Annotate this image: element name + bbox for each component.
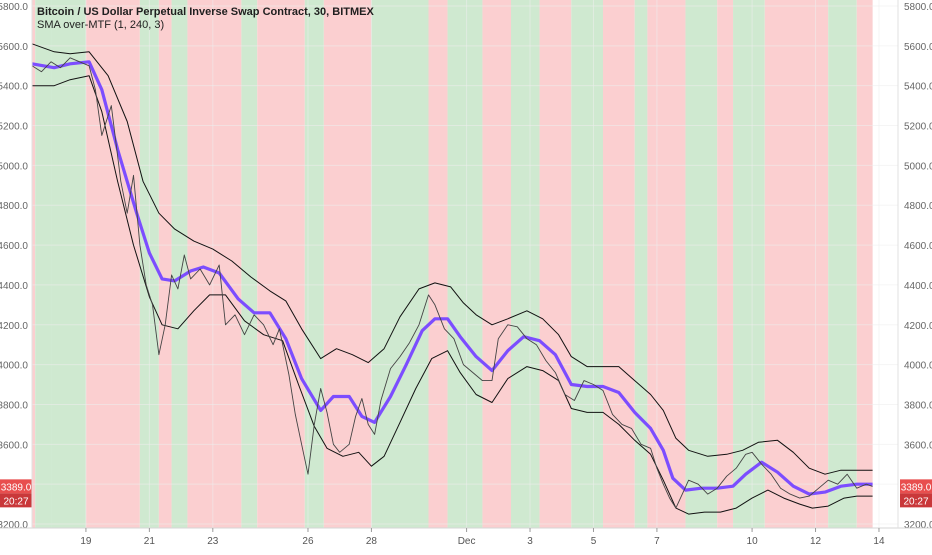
regime-band-8 (241, 0, 258, 528)
y-tick-label-right-3: 5200.0 (904, 122, 932, 133)
price-label-bg-right (900, 479, 932, 494)
time-label-bg-left (0, 493, 32, 508)
x-tick-label-3: 26 (302, 536, 314, 547)
regime-band-11 (323, 0, 372, 528)
y-tick-label-right-13: 3200.0 (904, 520, 932, 531)
y-tick-label-left-5: 4800.0 (0, 201, 28, 212)
y-tick-label-left-4: 5000.0 (0, 161, 28, 172)
x-tick-label-10: 12 (810, 536, 822, 547)
series-line-upper (31, 43, 873, 475)
chart-title: Bitcoin / US Dollar Perpetual Inverse Sw… (37, 6, 374, 18)
y-tick-label-left-7: 4400.0 (0, 281, 28, 292)
regime-band-20 (634, 0, 648, 528)
x-tick-label-6: 3 (527, 536, 533, 547)
regime-band-16 (510, 0, 540, 528)
series-line-price (31, 57, 873, 509)
time-label-bg-right (900, 493, 932, 508)
x-tick-label-2: 23 (207, 536, 219, 547)
y-tick-label-right-5: 4800.0 (904, 201, 932, 212)
y-tick-label-right-8: 4200.0 (904, 321, 932, 332)
series-line-sma (31, 60, 873, 496)
y-tick-label-right-0: 5800.0 (904, 2, 932, 13)
y-tick-label-right-9: 4000.0 (904, 361, 932, 372)
time-label-right: 20:27 (903, 496, 928, 507)
x-axis-bg (0, 529, 932, 550)
y-tick-label-left-6: 4600.0 (0, 241, 28, 252)
y-tick-label-left-3: 5200.0 (0, 122, 28, 133)
regime-band-17 (539, 0, 572, 528)
regime-band-13 (428, 0, 448, 528)
price-label-bg-left (0, 479, 32, 494)
y-tick-label-left-8: 4200.0 (0, 321, 28, 332)
regime-band-7 (187, 0, 242, 528)
x-tick-label-11: 14 (873, 536, 885, 547)
regime-band-26 (828, 0, 857, 528)
regime-band-12 (371, 0, 429, 528)
regime-band-3 (85, 0, 140, 528)
y-tick-label-left-0: 5800.0 (0, 2, 28, 13)
y-tick-label-left-9: 4000.0 (0, 361, 28, 372)
y-tick-label-right-11: 3600.0 (904, 440, 932, 451)
price-label-left: 3389.0 (1, 482, 32, 493)
regime-band-0 (32, 0, 36, 528)
y-tick-label-right-2: 5400.0 (904, 82, 932, 93)
regime-band-14 (447, 0, 483, 528)
regime-band-6 (171, 0, 188, 528)
indicator-label: SMA over-MTF (1, 240, 3) (37, 19, 165, 31)
y-tick-label-left-13: 3200.0 (0, 520, 28, 531)
regime-band-9 (257, 0, 305, 528)
chart-legend: Bitcoin / US Dollar Perpetual Inverse Sw… (37, 6, 374, 32)
x-tick-label-4: 28 (366, 536, 378, 547)
regime-band-24 (733, 0, 765, 528)
regime-band-21 (647, 0, 686, 528)
y-tick-label-left-2: 5400.0 (0, 82, 28, 93)
regime-band-18 (571, 0, 603, 528)
regime-band-22 (685, 0, 718, 528)
regime-band-1 (35, 0, 52, 528)
y-tick-label-right-4: 5000.0 (904, 161, 932, 172)
regime-band-19 (602, 0, 635, 528)
x-tick-label-9: 10 (747, 536, 759, 547)
y-tick-label-right-6: 4600.0 (904, 241, 932, 252)
y-tick-label-left-10: 3800.0 (0, 400, 28, 411)
regime-band-23 (717, 0, 734, 528)
price-label-right: 3389.0 (901, 482, 932, 493)
x-tick-label-5: Dec (458, 536, 476, 547)
regime-band-2 (51, 0, 86, 528)
y-tick-label-right-10: 3800.0 (904, 400, 932, 411)
regime-band-15 (482, 0, 511, 528)
y-tick-label-left-1: 5600.0 (0, 42, 28, 53)
regime-band-5 (158, 0, 172, 528)
x-tick-label-8: 7 (654, 536, 660, 547)
y-tick-label-left-11: 3600.0 (0, 440, 28, 451)
regime-band-25 (764, 0, 829, 528)
y-tick-label-right-7: 4400.0 (904, 281, 932, 292)
x-tick-label-7: 5 (591, 536, 597, 547)
grid-layer (32, 0, 898, 528)
series-line-lower (32, 75, 873, 515)
series-layer (31, 43, 873, 515)
x-tick-label-1: 21 (144, 536, 156, 547)
regime-band-27 (856, 0, 873, 528)
time-label-left: 20:27 (3, 496, 28, 507)
y-tick-label-right-1: 5600.0 (904, 42, 932, 53)
x-tick-label-0: 19 (80, 536, 92, 547)
